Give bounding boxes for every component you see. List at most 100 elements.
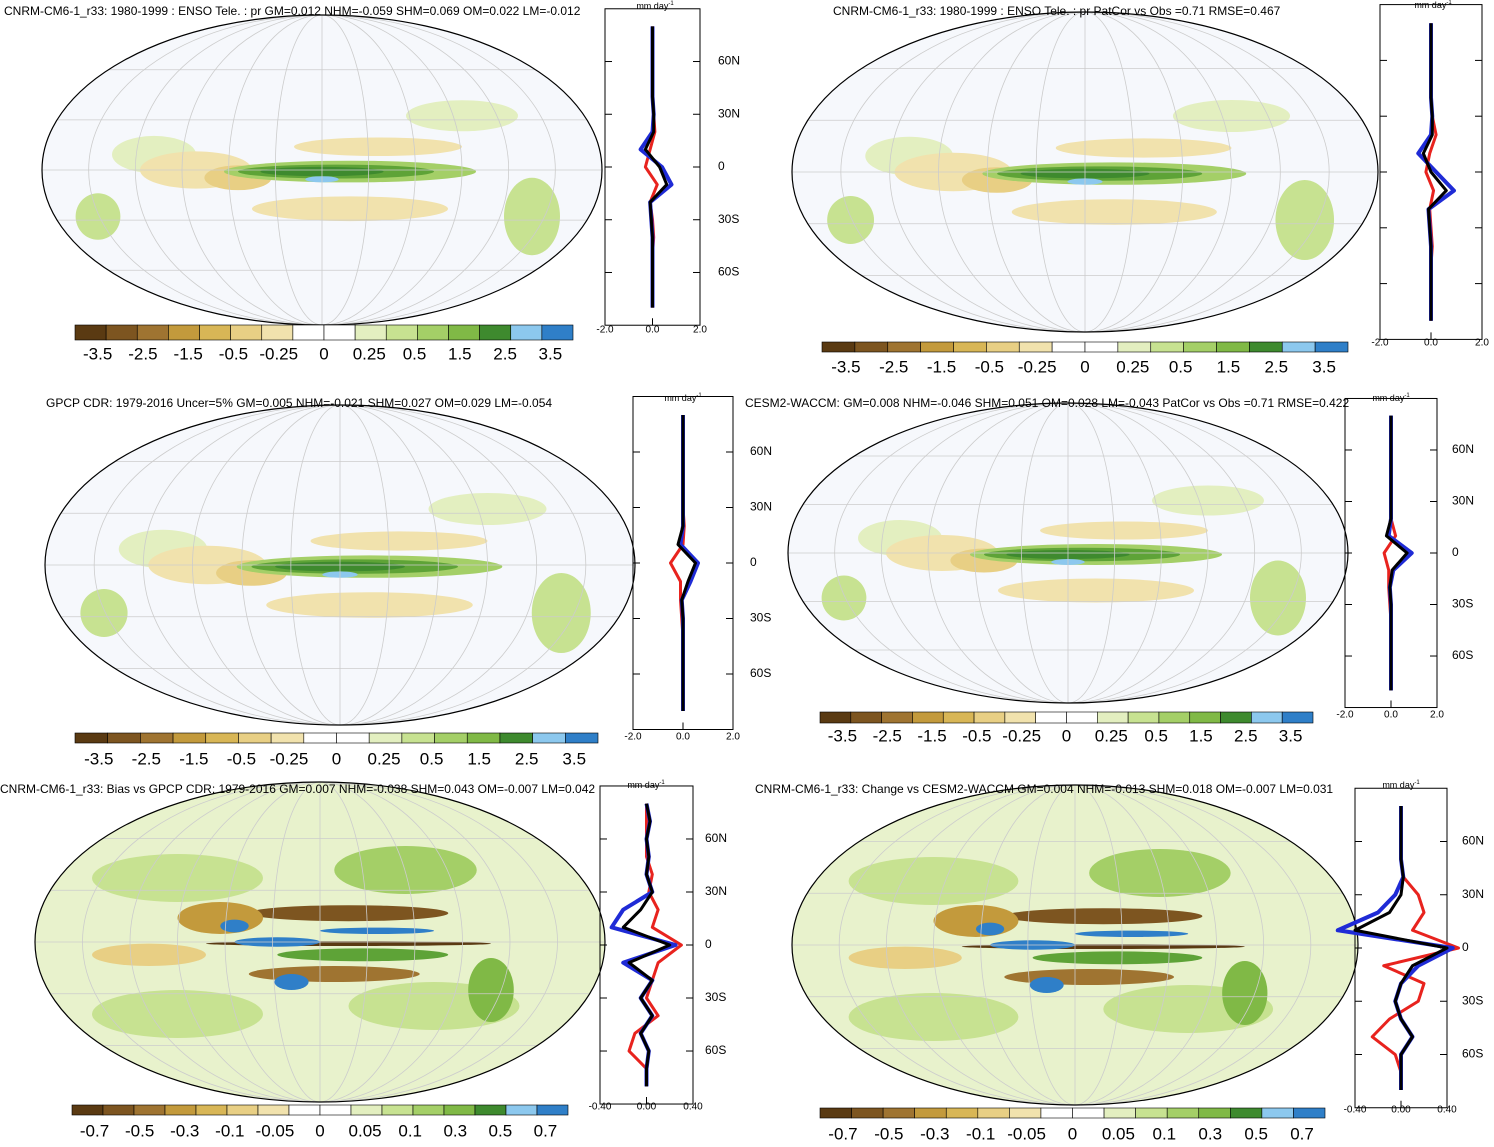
field-patch xyxy=(310,531,488,551)
y-tick-label: 30S xyxy=(750,611,771,625)
colorbar-label: 3.5 xyxy=(1279,726,1303,745)
colorbar-box xyxy=(1293,1107,1326,1119)
panel-title: CESM2-WACCM: GM=0.008 NHM=-0.046 SHM=0.0… xyxy=(745,396,1349,410)
colorbar: -3.5 -2.5 -1.5 -0.5 -0.25 0 0.25 0.5 1.5 2.5 3.5 xyxy=(819,711,1314,745)
colorbar: -0.7 -0.5 -0.3 -0.1 -0.05 0 0.05 0.1 0.3 0.5 0.7 xyxy=(71,1104,569,1140)
colorbar-label: 0 xyxy=(315,1121,324,1140)
colorbar-label: 3.5 xyxy=(562,749,586,768)
meridian xyxy=(880,403,1256,703)
colorbar-label: -0.3 xyxy=(170,1121,199,1140)
colorbar-box xyxy=(381,1104,414,1116)
colorbar-label: 0.5 xyxy=(420,749,444,768)
y-tick-label: 30N xyxy=(750,500,772,514)
field-patch xyxy=(821,575,867,621)
colorbar-label: -0.1 xyxy=(966,1124,995,1142)
colorbar-label: -1.5 xyxy=(179,749,208,768)
zonal-mean-plot: -2.0 0.0 2.0 mm day-1 xyxy=(1371,0,1489,349)
colorbar-box xyxy=(288,1104,321,1116)
field-patch xyxy=(531,573,591,653)
colorbar-label: 0.5 xyxy=(489,1121,513,1140)
x-tick-label: 0.0 xyxy=(1424,338,1438,349)
zonal-mean-line xyxy=(643,26,669,308)
units-exponent: -1 xyxy=(1414,780,1420,786)
colorbar-box xyxy=(1084,341,1119,353)
colorbar-label: -0.25 xyxy=(259,344,298,363)
field-patch xyxy=(1011,199,1217,225)
units-label: mm day-1 xyxy=(636,1,674,12)
meridian xyxy=(192,405,488,725)
meridian xyxy=(1027,785,1123,1105)
colorbar-box xyxy=(945,1107,979,1119)
zonal-mean-line xyxy=(676,415,697,711)
field-patch xyxy=(1075,930,1189,937)
meridian xyxy=(93,405,587,725)
colorbar-box xyxy=(140,732,174,744)
y-tick-label: 0 xyxy=(1452,545,1459,559)
map-border xyxy=(44,404,636,726)
field-patch xyxy=(1222,961,1268,1025)
colorbar: -3.5 -2.5 -1.5 -0.5 -0.25 0 0.25 0.5 1.5 2.5 3.5 xyxy=(74,324,574,363)
colorbar-box xyxy=(336,732,370,744)
field-patch xyxy=(933,905,1019,937)
zonal-mean-plot: 60S 30S 0 30N 60N -2.0 0.0 2.0 mm day-1 xyxy=(624,393,772,743)
colorbar-label: -0.05 xyxy=(1007,1124,1046,1142)
y-tick-label: 0 xyxy=(750,555,757,569)
field-patch xyxy=(294,137,462,157)
colorbar-box xyxy=(1035,711,1067,724)
meridian xyxy=(224,782,416,1102)
colorbar-box xyxy=(1314,341,1349,353)
colorbar-box xyxy=(368,732,403,744)
colorbar-label: 0.5 xyxy=(1144,726,1168,745)
field-patch xyxy=(277,948,449,962)
colorbar-box xyxy=(292,324,325,341)
colorbar-label: 0.5 xyxy=(1169,357,1193,376)
map-field xyxy=(788,403,1348,703)
colorbar-box xyxy=(1009,1107,1042,1119)
colorbar-label: -2.5 xyxy=(128,344,157,363)
colorbar-label: -1.5 xyxy=(174,344,203,363)
colorbar-label: 0.25 xyxy=(1116,357,1149,376)
colorbar-label: 2.5 xyxy=(1264,357,1288,376)
colorbar-box xyxy=(136,324,169,341)
map-field xyxy=(45,405,635,725)
meridian xyxy=(142,405,538,725)
colorbar-box xyxy=(434,732,468,744)
colorbar-box xyxy=(920,341,954,353)
field-patch xyxy=(1172,100,1291,132)
colorbar-label: 2.5 xyxy=(493,344,517,363)
meridian xyxy=(290,405,390,725)
x-tick-label: 0.00 xyxy=(1391,1105,1411,1116)
colorbar-label: -0.7 xyxy=(80,1121,109,1140)
meridian xyxy=(974,403,1162,703)
field-patch xyxy=(1275,180,1335,260)
colorbar-box xyxy=(953,341,987,353)
y-tick-label: 30S xyxy=(1452,597,1473,611)
x-tick-label: -0.40 xyxy=(1344,1105,1367,1116)
colorbar-box xyxy=(1072,1107,1105,1119)
y-tick-label: 30N xyxy=(1462,887,1484,901)
colorbar-box xyxy=(195,1104,228,1116)
field-patch xyxy=(848,993,1019,1041)
units-label: mm day-1 xyxy=(664,393,702,404)
colorbar-label: 1.5 xyxy=(467,749,491,768)
zonal-mean-plot: 60S 30S 0 30N 60N -0.40 0.00 0.40 mm day-1 xyxy=(1335,780,1484,1116)
colorbar-box xyxy=(417,324,449,341)
units-text: mm day xyxy=(664,393,697,403)
colorbar-box xyxy=(850,711,882,724)
x-tick-label: 0.0 xyxy=(646,325,660,336)
colorbar-box xyxy=(882,1107,915,1119)
y-tick-label: 30N xyxy=(705,884,727,898)
colorbar-box xyxy=(1158,711,1191,724)
colorbar-label: 0.1 xyxy=(1152,1124,1176,1142)
colorbar-box xyxy=(261,324,294,341)
field-patch xyxy=(504,177,560,256)
colorbar-box xyxy=(1117,341,1152,353)
y-tick-label: 30S xyxy=(705,990,726,1004)
colorbar-box xyxy=(1189,711,1221,724)
colorbar-box xyxy=(164,1104,197,1116)
field-patch xyxy=(1004,969,1175,985)
y-tick-label: 30S xyxy=(718,212,739,226)
colorbar-box xyxy=(479,324,512,341)
colorbar-box xyxy=(1249,341,1283,353)
